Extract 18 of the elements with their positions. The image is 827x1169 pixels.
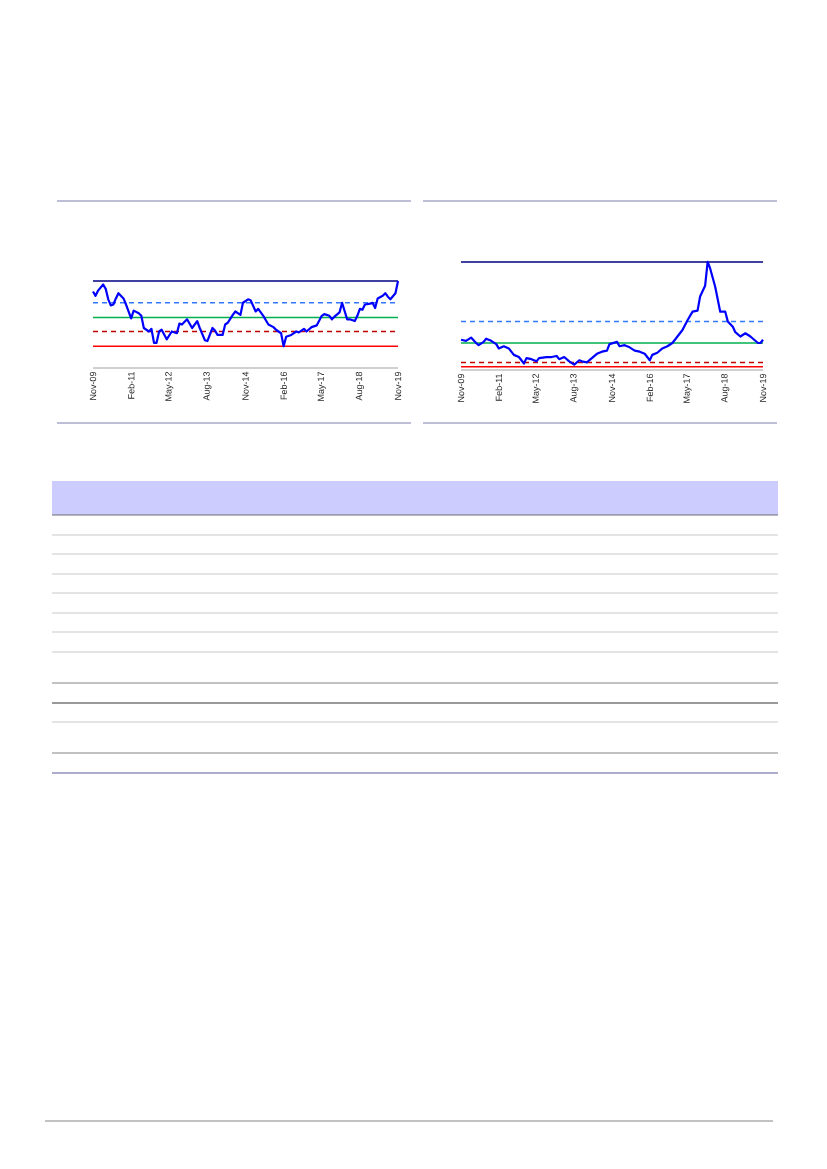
x-tick-label: May-12 [165, 372, 174, 401]
x-tick-label: May-17 [317, 372, 326, 401]
x-tick-label: Nov-09 [457, 373, 465, 402]
x-tick-label: Nov-14 [608, 373, 616, 402]
x-tick-label: May-17 [683, 374, 692, 403]
x-tick-label: Nov-19 [394, 371, 402, 400]
x-tick-label: Aug-18 [721, 373, 730, 403]
x-tick-label: Feb-16 [646, 373, 654, 402]
x-tick-label: Aug-18 [355, 371, 364, 401]
x-tick-label: Feb-16 [280, 371, 287, 400]
x-tick-label: Feb-11 [127, 371, 135, 399]
x-tick-label: Nov-19 [759, 373, 767, 402]
x-tick-label: May-12 [532, 374, 541, 403]
x-tick-label: Aug-13 [570, 373, 579, 403]
x-tick-label: Nov-14 [242, 371, 249, 400]
x-tick-label: Feb-11 [495, 373, 503, 401]
x-tick-label: Aug-13 [203, 371, 212, 401]
x-tick-label: Nov-09 [89, 371, 97, 400]
